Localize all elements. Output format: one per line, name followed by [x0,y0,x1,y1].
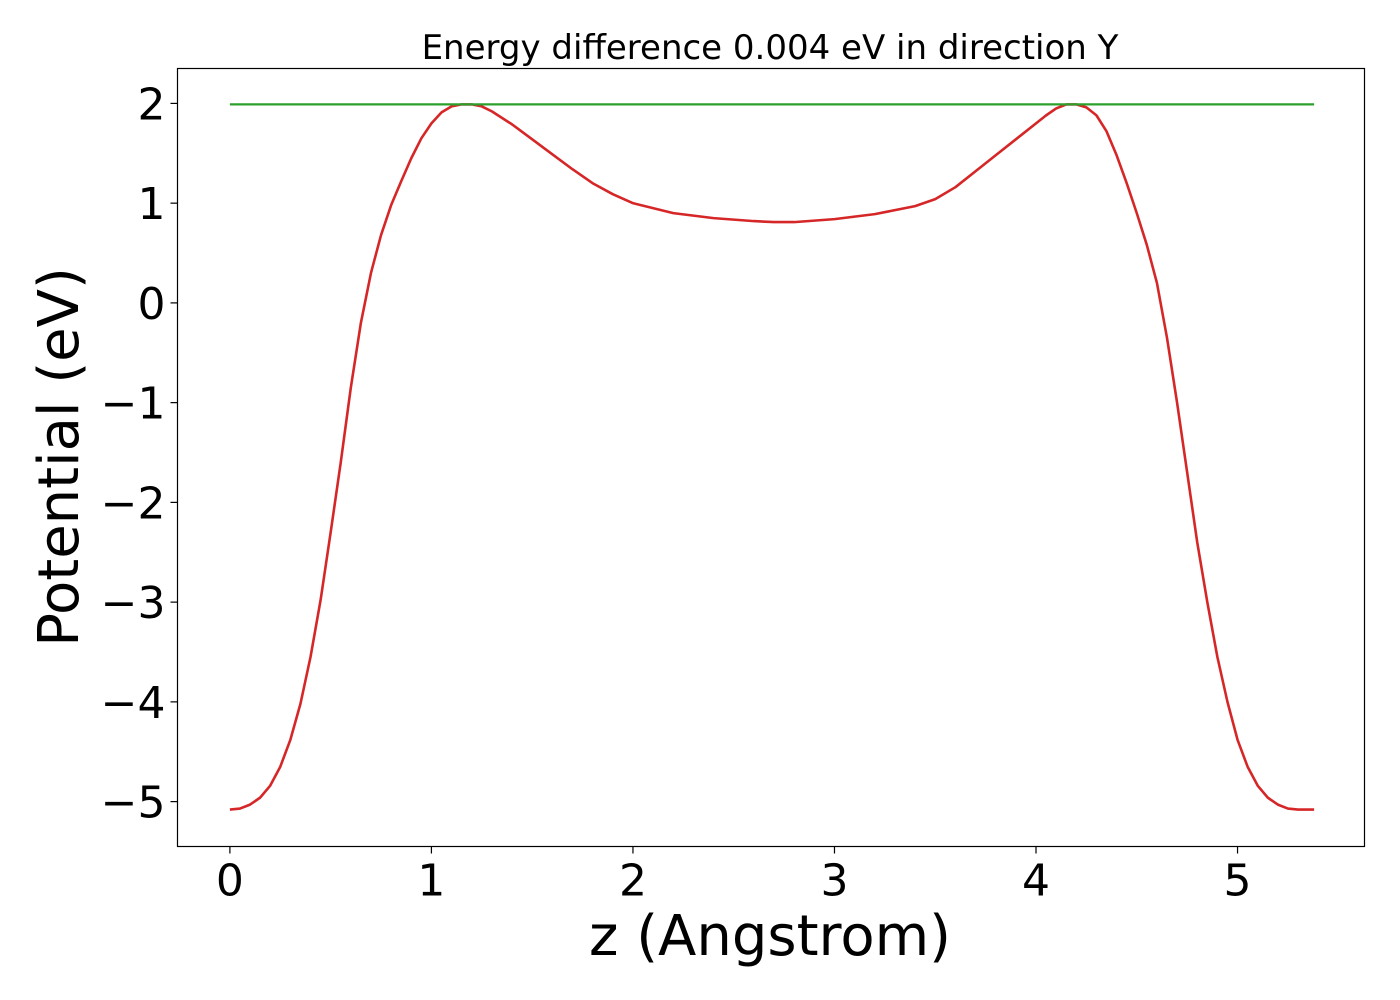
plot-frame [176,67,1366,848]
x-tick-label: 1 [417,856,445,907]
y-tick-label: −1 [101,379,166,430]
x-tick-label: 0 [216,856,244,907]
chart-title: Energy difference 0.004 eV in direction … [422,28,1119,68]
x-tick-label: 2 [619,856,647,907]
x-axis-title: z (Angstrom) [589,904,951,969]
y-tick-label: 0 [138,279,166,330]
y-axis-title: Potential (eV) [27,267,92,647]
x-tick-label: 4 [1022,856,1050,907]
y-tick-label: −2 [101,478,166,529]
x-axis: 0 1 2 3 4 5 [216,846,1252,907]
series-line-0 [229,103,1315,811]
x-tick-label: 3 [820,856,848,907]
y-tick-label: −4 [101,678,166,729]
y-tick-label: 2 [138,79,166,130]
x-tick-label: 5 [1224,856,1252,907]
y-tick-label: 1 [138,179,166,230]
y-axis: 2 1 0 −1 −2 −3 −4 −5 [101,79,178,829]
y-tick-label: −5 [101,778,166,829]
series-layer [229,103,1315,811]
y-tick-label: −3 [101,578,166,629]
